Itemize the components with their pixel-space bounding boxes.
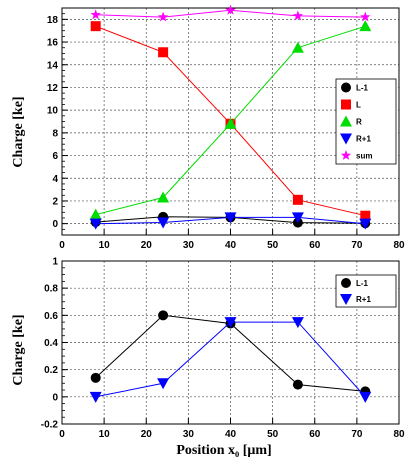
data-point-sum <box>292 10 304 21</box>
legend-label-R+1: R+1 <box>356 295 371 304</box>
x-tick-label: 0 <box>59 429 65 440</box>
data-point-sum <box>360 11 371 22</box>
x-tick-label: 70 <box>351 240 363 251</box>
y-tick-label: 0 <box>52 392 58 403</box>
bottom-panel-chart: 0 10 20 30 40 50 60 70 80-0.200.20.40.60.81L-1R+… <box>41 257 405 441</box>
bottom-y-axis-label: Charge [ke] <box>11 314 26 385</box>
data-point-L <box>90 21 101 32</box>
data-point-sum <box>225 4 236 15</box>
top-y-axis-label: Charge [ke] <box>11 96 26 167</box>
legend-label-sum: sum <box>356 152 372 161</box>
y-tick-label: 4 <box>52 174 58 185</box>
data-point-R+1 <box>157 378 170 390</box>
legend-marker-sum <box>340 150 352 160</box>
data-point-R+1 <box>89 391 102 403</box>
legend-label-L-1: L-1 <box>356 279 369 288</box>
data-point-R+1 <box>359 218 372 230</box>
x-tick-label: 60 <box>309 240 321 251</box>
legend-marker-R+1 <box>340 133 352 145</box>
data-point-R+1 <box>224 317 237 329</box>
y-tick-label: 0 <box>52 219 58 230</box>
y-tick-label: -0.2 <box>41 420 59 431</box>
y-tick-label: 14 <box>47 60 59 71</box>
y-tick-label: 18 <box>47 15 59 26</box>
y-tick-label: 0.4 <box>44 338 58 349</box>
data-point-L-1 <box>90 372 101 383</box>
x-tick-label: 0 <box>59 240 65 251</box>
legend-marker-R+1 <box>340 294 352 305</box>
y-tick-label: 0.8 <box>44 284 58 295</box>
x-tick-label: 80 <box>393 429 405 440</box>
y-tick-label: 10 <box>47 106 59 117</box>
x-tick-label: 50 <box>267 240 279 251</box>
legend-marker-L <box>341 99 351 110</box>
data-point-R <box>291 41 304 53</box>
x-tick-label: 20 <box>141 429 153 440</box>
x-tick-label: 40 <box>225 429 237 440</box>
y-tick-label: 1 <box>52 257 58 268</box>
y-tick-label: 8 <box>52 128 58 139</box>
x-tick-label: 70 <box>351 429 363 440</box>
legend-marker-R <box>340 115 352 127</box>
legend-label-R+1: R+1 <box>356 135 371 144</box>
data-point-R <box>359 20 372 32</box>
data-point-L <box>360 210 371 221</box>
y-tick-label: 6 <box>52 151 58 162</box>
data-point-L <box>292 194 303 205</box>
legend-marker-L-1 <box>341 278 351 288</box>
x-tick-label: 40 <box>225 240 237 251</box>
data-point-R <box>157 191 170 203</box>
y-tick-label: 0.2 <box>44 365 58 376</box>
data-point-R+1 <box>359 391 372 403</box>
y-tick-label: 12 <box>47 83 59 94</box>
data-point-sum <box>157 11 169 22</box>
bottom-x-axis-label: Position x₀ [μm] <box>176 443 271 458</box>
data-point-R+1 <box>89 218 102 230</box>
x-tick-label: 10 <box>99 429 111 440</box>
x-tick-label: 60 <box>309 429 321 440</box>
data-point-R+1 <box>291 317 304 329</box>
data-point-L-1 <box>158 310 169 321</box>
x-tick-label: 30 <box>183 240 195 251</box>
top-panel-chart: 0 10 20 30 40 50 60 70 80 0 2 4 6 8 10 12 14 16 18 L-1 LR R+1… <box>47 4 405 251</box>
x-tick-label: 20 <box>141 240 153 251</box>
data-point-R+1 <box>291 212 304 224</box>
x-tick-label: 30 <box>183 429 195 440</box>
data-point-R+1 <box>224 212 237 224</box>
x-tick-label: 10 <box>99 240 111 251</box>
x-tick-label: 80 <box>393 240 405 251</box>
data-point-L-1 <box>292 379 303 390</box>
data-point-R <box>224 117 237 129</box>
y-tick-label: 0.6 <box>44 311 58 322</box>
legend-label-R: R <box>356 118 362 127</box>
legend-marker-L-1 <box>341 82 351 93</box>
legend-label-L-1: L-1 <box>356 84 369 93</box>
y-tick-label: 16 <box>47 38 59 49</box>
legend-label-L: L <box>356 101 361 110</box>
data-point-R+1 <box>157 217 170 229</box>
data-point-R <box>89 208 102 220</box>
data-point-L <box>158 47 169 58</box>
x-tick-label: 50 <box>267 429 279 440</box>
y-tick-label: 2 <box>52 196 58 207</box>
data-point-sum <box>90 9 101 20</box>
